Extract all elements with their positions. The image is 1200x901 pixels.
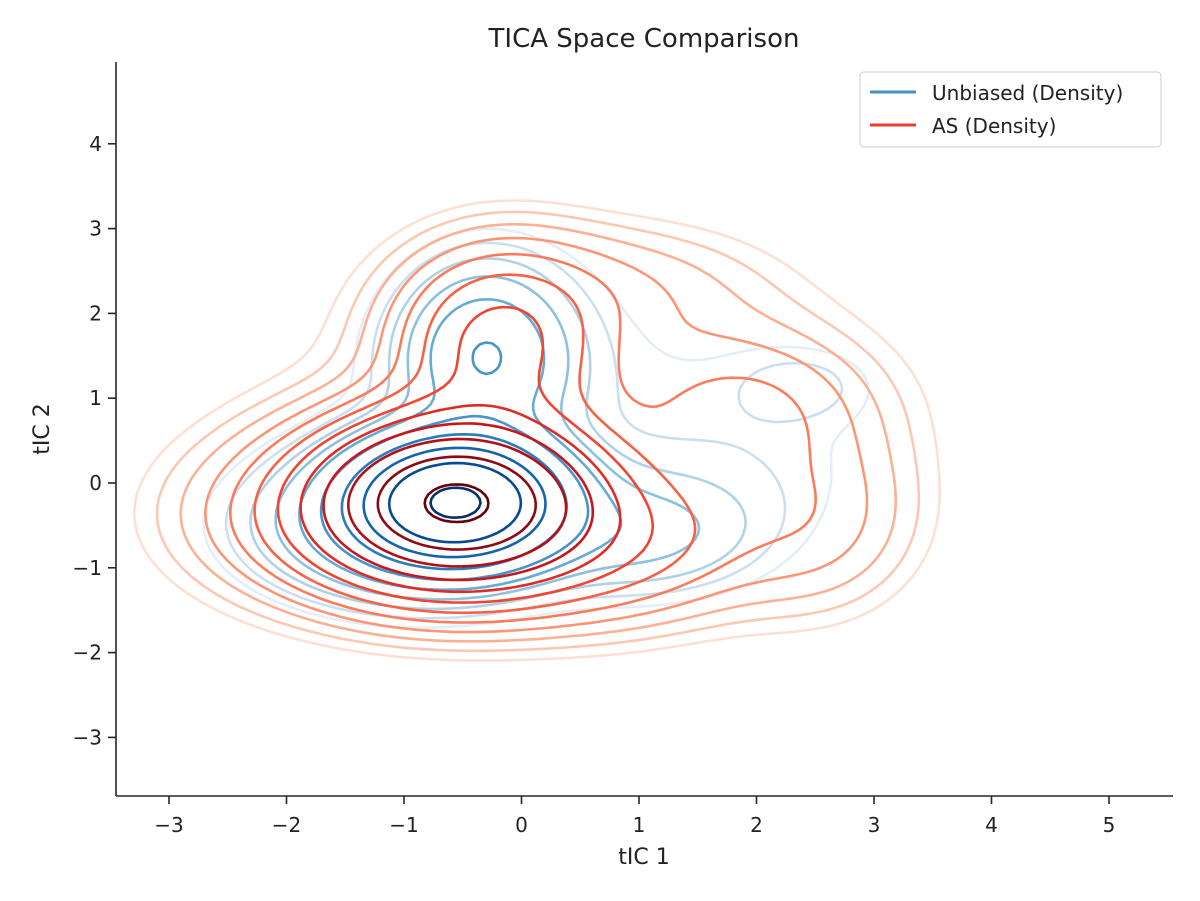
as-density-contour [276,305,654,604]
y-tick-label: 0 [89,471,102,495]
y-axis-label: tIC 2 [30,403,55,454]
y-ticks: −3 −2 −1 0 1 2 3 4 [73,132,116,749]
legend: Unbiased (Density) AS (Density) [859,71,1162,148]
as-density-contour [179,223,897,643]
as-density-contour [423,483,490,524]
legend-label-as: AS (Density) [932,114,1056,138]
y-tick-label: −1 [73,556,102,580]
x-ticks: −3 −2 −1 0 1 2 3 4 5 [154,796,1115,837]
x-axis-label: tIC 1 [618,845,669,870]
x-tick-label: 0 [515,813,528,837]
x-tick-label: −1 [389,813,418,837]
as-density-contour [299,403,622,594]
chart-title: TICA Space Comparison [488,24,800,54]
as-density-contour [204,236,869,634]
unbiased-density-contour [429,486,482,519]
unbiased-density-contour [362,446,547,559]
legend-box [859,71,1162,148]
as-density-contour [133,199,941,662]
as-density-contour [347,437,568,568]
as-density-contour [253,273,697,615]
x-tick-label: −3 [154,813,183,837]
as-density-contour [376,455,537,551]
y-tick-label: −2 [73,641,102,665]
y-tick-label: 3 [89,217,102,241]
x-tick-label: 4 [985,813,998,837]
as-density-contour [322,422,595,582]
legend-label-unbiased: Unbiased (Density) [932,81,1123,105]
y-tick-label: −3 [73,725,102,749]
y-tick-label: 4 [89,132,102,156]
y-tick-label: 1 [89,386,102,410]
as-density-contour [155,210,921,653]
unbiased-density-contour [387,461,523,544]
contour-plot-area [133,199,941,662]
as-density-contour [229,252,817,624]
x-tick-label: 3 [868,813,881,837]
y-tick-label: 2 [89,301,102,325]
x-tick-label: 2 [750,813,763,837]
x-tick-label: −2 [272,813,301,837]
x-tick-label: 1 [633,813,646,837]
axes [115,62,1173,797]
x-tick-label: 5 [1103,813,1116,837]
